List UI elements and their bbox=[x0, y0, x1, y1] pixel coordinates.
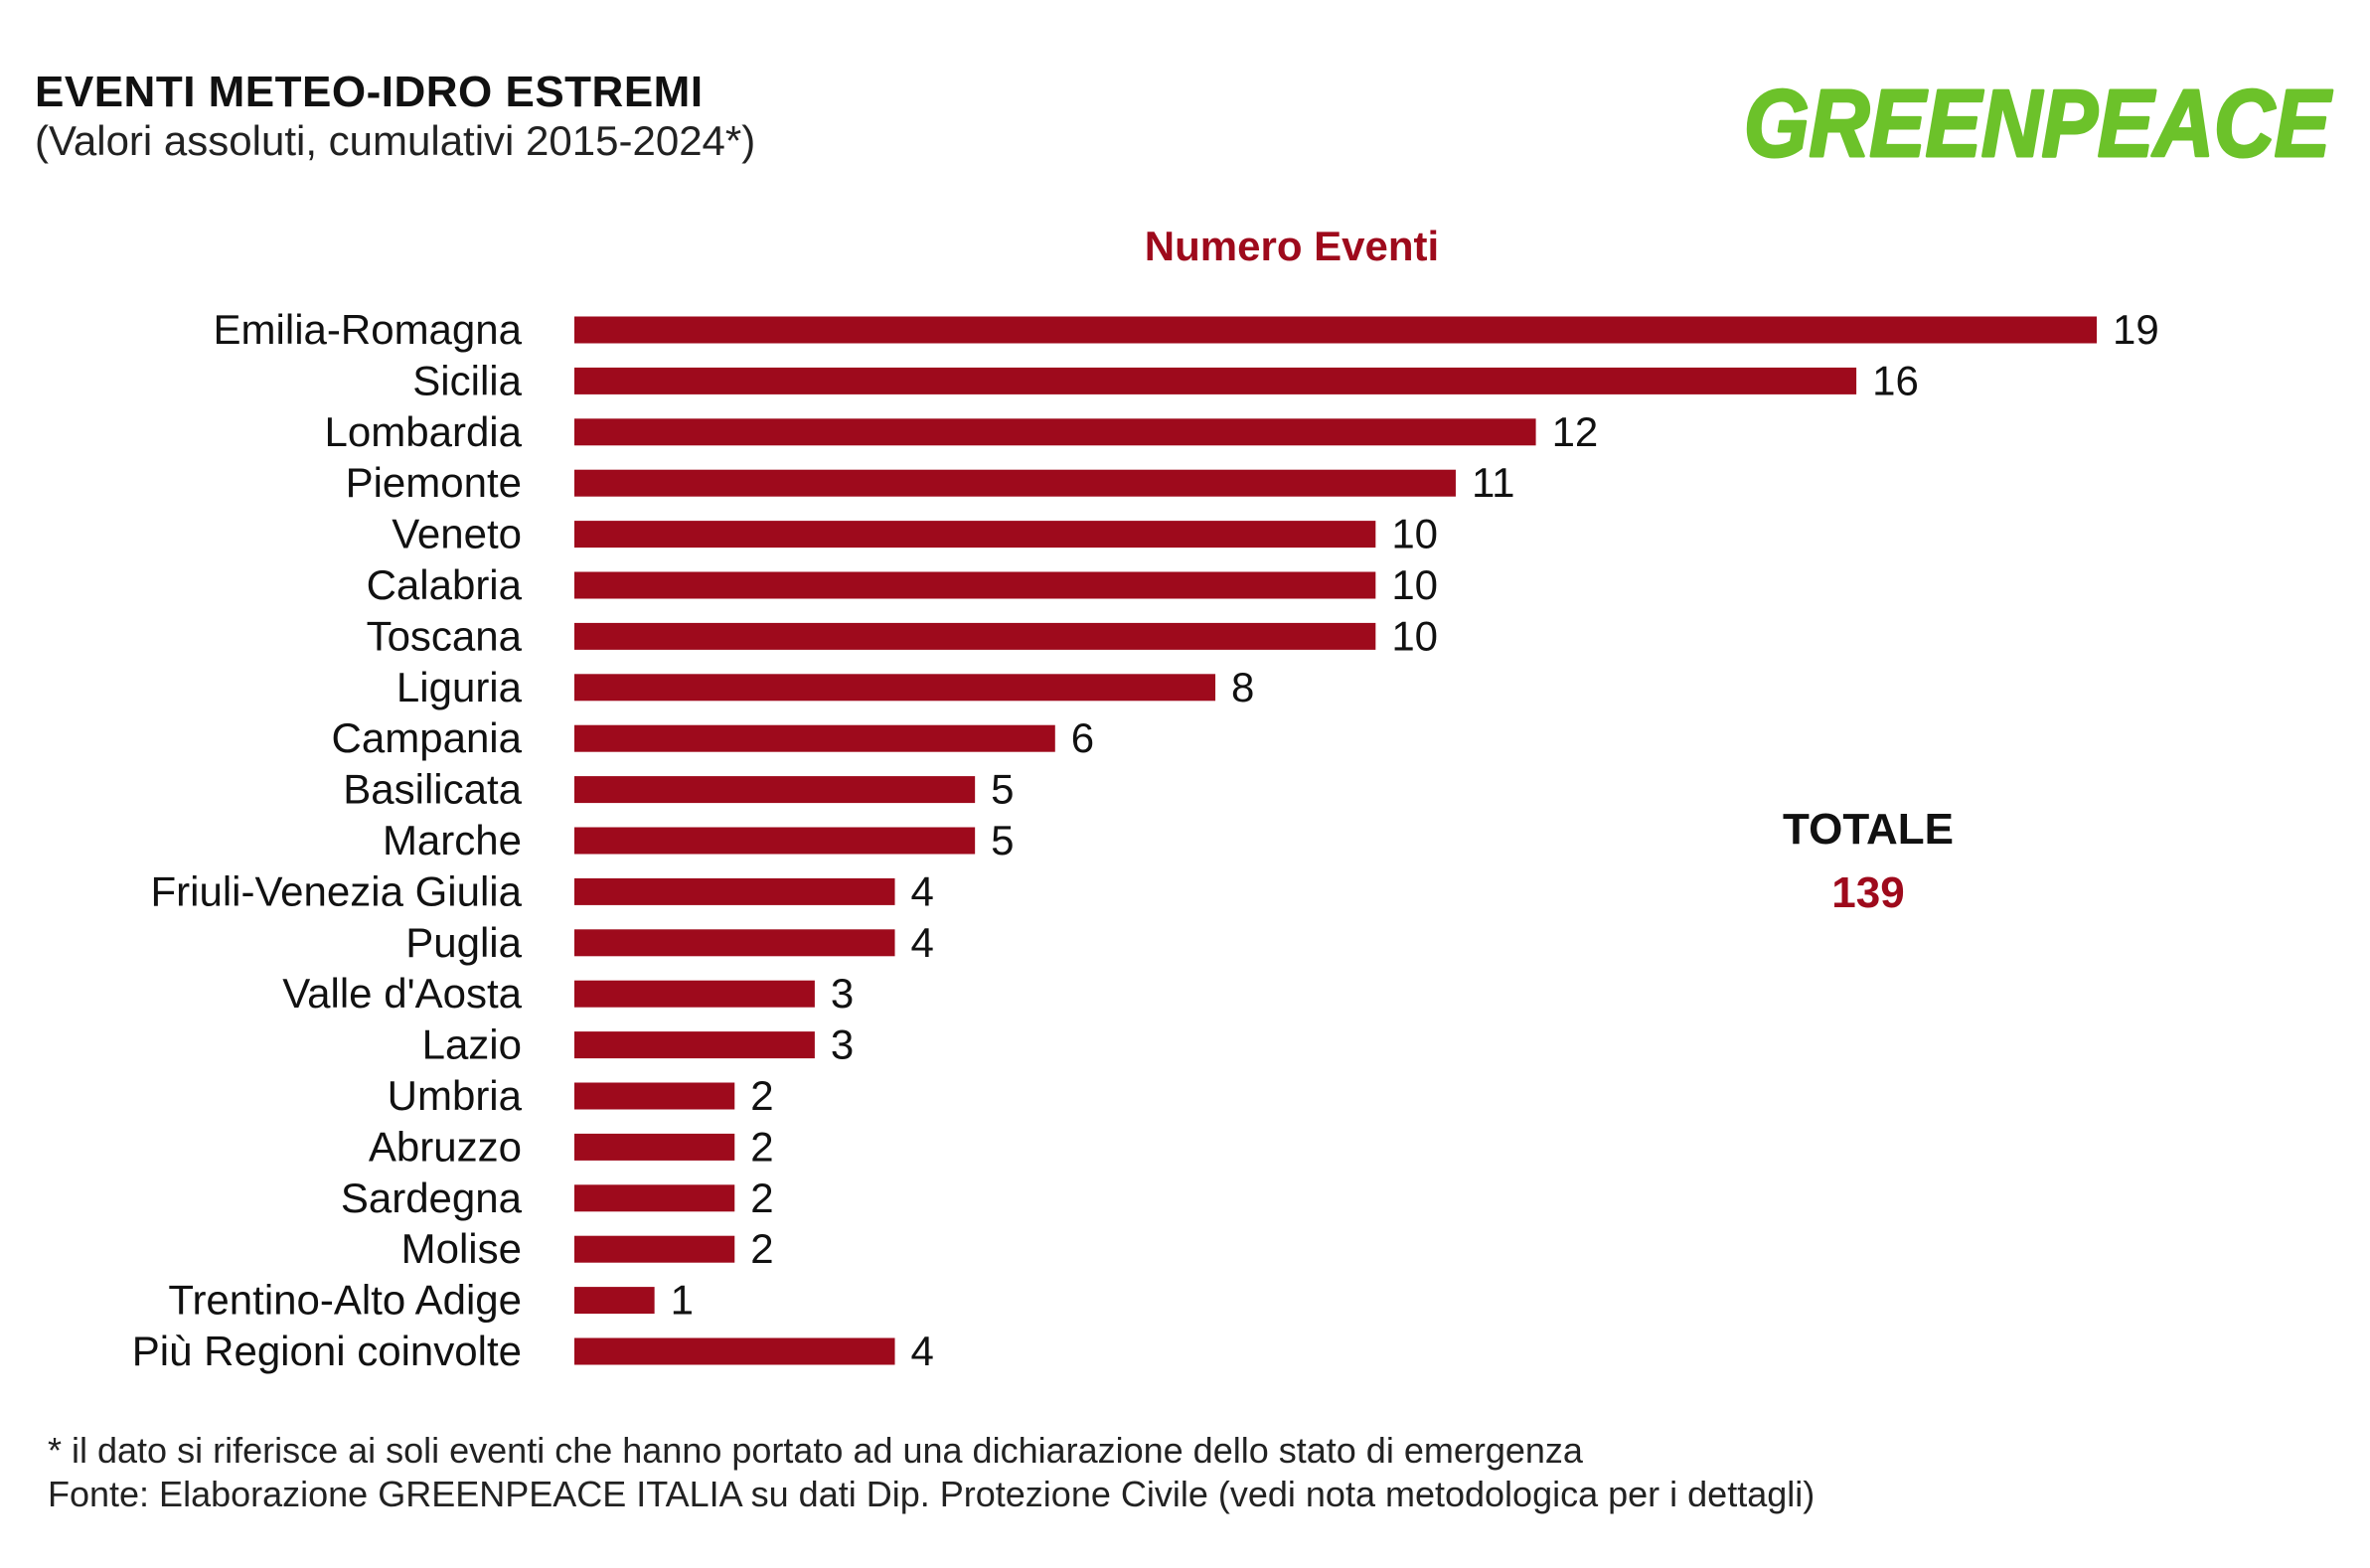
category-label: Lombardia bbox=[325, 408, 523, 455]
category-label: Veneto bbox=[392, 511, 522, 557]
bar bbox=[574, 316, 2097, 344]
data-label: 5 bbox=[991, 766, 1014, 813]
category-label: Molise bbox=[401, 1225, 522, 1272]
category-label: Trentino-Alto Adige bbox=[168, 1277, 522, 1324]
bar bbox=[574, 1082, 735, 1110]
category-label: Sicilia bbox=[412, 357, 522, 403]
bar bbox=[574, 929, 895, 957]
data-label: 2 bbox=[750, 1175, 773, 1221]
category-label: Calabria bbox=[367, 561, 523, 608]
data-label: 10 bbox=[1391, 561, 1438, 608]
data-label: 2 bbox=[750, 1072, 773, 1119]
category-label: Lazio bbox=[422, 1021, 522, 1068]
category-label: Toscana bbox=[367, 612, 523, 659]
category-label: Friuli-Venezia Giulia bbox=[151, 867, 523, 914]
category-label: Marche bbox=[383, 817, 522, 863]
data-label: 3 bbox=[831, 1021, 854, 1068]
data-label: 8 bbox=[1231, 664, 1254, 710]
category-label: Liguria bbox=[396, 664, 523, 710]
greenpeace-logo: GREENPEACE bbox=[1744, 70, 2334, 179]
bar bbox=[574, 1337, 895, 1365]
data-label: 10 bbox=[1391, 511, 1438, 557]
bar bbox=[574, 469, 1456, 497]
data-label: 12 bbox=[1552, 408, 1599, 455]
bar bbox=[574, 776, 976, 804]
category-label: Campania bbox=[332, 714, 523, 761]
data-label: 2 bbox=[750, 1123, 773, 1170]
bar bbox=[574, 1184, 735, 1212]
category-label: Piemonte bbox=[346, 459, 522, 506]
footnote: * il dato si riferisce ai soli eventi ch… bbox=[48, 1429, 1815, 1516]
total-label: TOTALE bbox=[1783, 805, 1954, 854]
data-label: 3 bbox=[831, 970, 854, 1017]
data-label: 5 bbox=[991, 817, 1014, 863]
category-label: Abruzzo bbox=[369, 1123, 522, 1170]
data-label: 10 bbox=[1391, 612, 1438, 659]
bar bbox=[574, 1133, 735, 1161]
bar bbox=[574, 980, 815, 1008]
bar bbox=[574, 367, 1857, 394]
total-value: 139 bbox=[1831, 868, 1905, 917]
data-label: 4 bbox=[911, 867, 934, 914]
greenpeace-logo-text: GREENPEACE bbox=[1744, 71, 2333, 177]
bar bbox=[574, 877, 895, 905]
category-label: Puglia bbox=[405, 919, 522, 966]
category-label: Basilicata bbox=[343, 766, 522, 813]
bar bbox=[574, 622, 1376, 650]
bar bbox=[574, 521, 1376, 549]
data-label: 16 bbox=[1872, 357, 1919, 403]
bar bbox=[574, 827, 976, 855]
category-label: Più Regioni coinvolte bbox=[132, 1328, 522, 1374]
category-label: Emilia-Romagna bbox=[214, 306, 523, 353]
category-label: Valle d'Aosta bbox=[282, 970, 522, 1017]
bar bbox=[574, 1031, 815, 1059]
data-label: 6 bbox=[1071, 714, 1094, 761]
category-label: Sardegna bbox=[341, 1175, 523, 1221]
category-label: Umbria bbox=[388, 1072, 523, 1119]
bar bbox=[574, 571, 1376, 599]
data-label: 19 bbox=[2113, 306, 2159, 353]
chart-main-title: EVENTI METEO-IDRO ESTREMI bbox=[35, 68, 704, 116]
bar bbox=[574, 418, 1536, 446]
bar bbox=[574, 1235, 735, 1263]
data-label: 11 bbox=[1472, 459, 1515, 506]
bar bbox=[574, 724, 1055, 752]
chart-subtitle: (Valori assoluti, cumulativi 2015-2024*) bbox=[35, 117, 756, 164]
footnote-note: * il dato si riferisce ai soli eventi ch… bbox=[48, 1430, 1583, 1471]
footnote-source: Fonte: Elaborazione GREENPEACE ITALIA su… bbox=[48, 1474, 1816, 1514]
data-label: 1 bbox=[671, 1277, 694, 1324]
data-label: 2 bbox=[750, 1225, 773, 1272]
data-label: 4 bbox=[911, 919, 934, 966]
bar bbox=[574, 674, 1216, 702]
bar bbox=[574, 1287, 655, 1315]
data-label: 4 bbox=[911, 1328, 934, 1374]
chart-series-title: Numero Eventi bbox=[1144, 223, 1440, 269]
